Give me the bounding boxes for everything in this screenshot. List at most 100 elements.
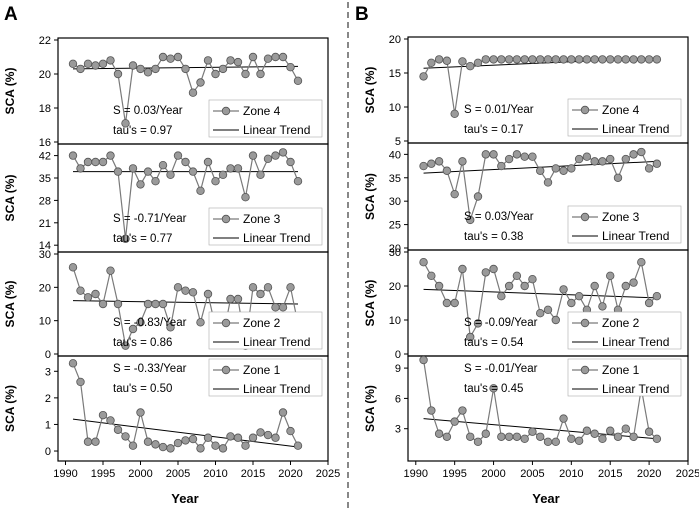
data-point <box>263 54 273 63</box>
data-point <box>256 170 265 179</box>
data-point <box>606 55 615 64</box>
x-tick-label: 1990 <box>53 468 77 480</box>
data-point <box>427 406 436 415</box>
data-point <box>497 161 506 171</box>
data-point <box>644 427 654 436</box>
data-point <box>613 432 623 441</box>
data-point <box>512 150 522 159</box>
legend-series-label: Zone 3 <box>602 210 640 224</box>
y-tick-label: 21 <box>39 218 51 230</box>
data-point <box>128 61 138 70</box>
data-point <box>489 264 498 274</box>
data-point <box>83 59 93 68</box>
data-point <box>278 303 288 312</box>
legend-box <box>208 99 323 138</box>
data-point <box>590 281 599 291</box>
data-point <box>188 288 198 297</box>
data-point <box>504 154 514 164</box>
data-point <box>512 271 522 280</box>
data-point <box>567 434 576 443</box>
data-point <box>68 263 78 272</box>
data-point <box>121 432 130 441</box>
data-point <box>91 437 100 446</box>
data-point <box>241 192 250 202</box>
data-point <box>419 72 428 81</box>
legend-box <box>208 311 323 350</box>
y-tick-label: 20 <box>39 69 51 81</box>
data-point <box>442 56 452 65</box>
x-tick-label: 2020 <box>637 468 661 480</box>
data-point <box>278 52 288 62</box>
data-point <box>442 166 452 175</box>
subplot-b-zone-4: 5 10 15 20 SCA (%) S = 0.01/Year tau's = 0.17 Z… <box>363 34 689 148</box>
data-point <box>567 164 576 173</box>
slope-stat: S = 0.03/Year <box>464 211 534 223</box>
data-point <box>458 57 467 66</box>
data-point <box>76 286 85 295</box>
data-point <box>158 160 168 170</box>
data-point <box>241 69 250 79</box>
legend-series-label: Zone 1 <box>602 363 640 377</box>
data-point <box>248 151 258 160</box>
data-point <box>621 281 630 291</box>
data-point <box>559 166 568 175</box>
data-point <box>419 355 428 365</box>
data-point <box>427 271 436 280</box>
legend-marker <box>580 105 590 115</box>
data-point <box>263 430 273 440</box>
slope-stat: S = -0.09/Year <box>464 317 538 329</box>
legend-trend-label: Linear Trend <box>602 122 669 136</box>
data-point <box>629 432 638 441</box>
data-point <box>113 167 123 176</box>
y-tick-label: 22 <box>39 35 51 47</box>
y-tick-label: 6 <box>395 393 401 405</box>
data-point <box>226 294 235 304</box>
y-tick-label: 35 <box>39 173 51 185</box>
data-point <box>151 299 160 309</box>
data-point <box>106 151 115 160</box>
data-point <box>128 324 138 334</box>
data-point <box>629 278 638 287</box>
data-point <box>528 275 537 284</box>
data-point <box>241 441 250 450</box>
data-point <box>68 359 78 368</box>
legend-trend-label: Linear Trend <box>243 335 310 349</box>
data-point <box>173 438 183 448</box>
y-axis-label: SCA (%) <box>363 385 377 432</box>
data-point <box>458 157 467 166</box>
data-point <box>76 164 85 173</box>
data-point <box>574 55 584 64</box>
data-point <box>466 432 475 441</box>
panel-a-letter: A <box>4 4 18 25</box>
y-tick-label: 18 <box>39 103 51 115</box>
data-point <box>293 441 303 450</box>
data-point <box>536 166 545 175</box>
x-tick-label: 2015 <box>241 468 265 480</box>
data-point <box>196 78 205 87</box>
data-point <box>512 432 522 441</box>
data-point <box>211 69 220 79</box>
y-axis-label: SCA (%) <box>3 175 17 222</box>
subplot-a-zone-4: 16 18 20 22 SCA (%) S = 0.03/Year tau's = 0.97… <box>3 35 329 149</box>
legend-series-label: Zone 2 <box>602 316 640 330</box>
data-point <box>203 289 213 299</box>
y-tick-label: 16 <box>39 137 51 149</box>
data-point <box>613 173 623 182</box>
data-point <box>434 55 444 64</box>
data-point <box>196 186 205 195</box>
data-point <box>166 323 175 332</box>
data-point <box>621 154 630 164</box>
x-tick-label: 2015 <box>598 468 622 480</box>
subplot-a-zone-1: 0 1 2 3 SCA (%) S = -0.33/Year tau's = 0.50 Zon… <box>3 355 329 462</box>
data-point <box>188 434 198 444</box>
slope-stat: S = -0.83/Year <box>113 317 187 329</box>
data-point <box>166 54 175 63</box>
y-axis-label: SCA (%) <box>3 385 17 432</box>
data-point <box>450 189 459 199</box>
data-point <box>551 164 560 173</box>
data-point <box>528 55 537 64</box>
data-point <box>473 58 483 67</box>
y-tick-label: 1 <box>45 419 51 431</box>
data-point <box>512 55 522 64</box>
tau-stat: tau's = 0.97 <box>113 125 172 137</box>
